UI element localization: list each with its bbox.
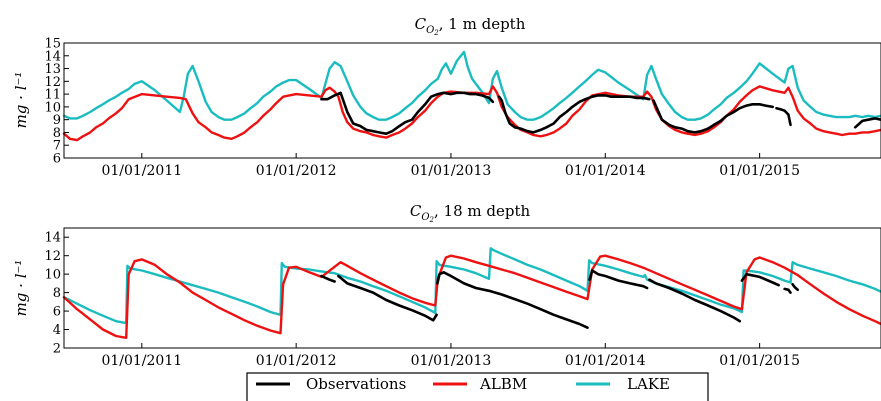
x-tick-label: 01/01/2011	[101, 163, 182, 179]
y-tick-label: 15	[44, 37, 61, 52]
panel-co2-1m: CO2, 1 m depth mg · l⁻¹ 6789101112131415…	[12, 15, 881, 179]
series-line-observations	[436, 270, 589, 330]
plot-frame	[63, 227, 881, 349]
legend-label-albm: ALBM	[479, 375, 527, 393]
series-line-observations	[320, 91, 495, 135]
legend-label-observations: Observations	[306, 375, 406, 393]
y-tick-label: 8	[53, 126, 61, 141]
series-line-observations	[588, 269, 649, 290]
x-tick-label: 01/01/2013	[411, 163, 492, 179]
x-tick-label: 01/01/2014	[565, 163, 646, 179]
x-tick-label: 01/01/2015	[719, 353, 800, 369]
series-line-observations	[740, 272, 781, 287]
y-axis-label: mg · l⁻¹	[12, 72, 30, 129]
series-line-observations	[320, 274, 336, 283]
x-tick-label: 01/01/2012	[256, 163, 337, 179]
series-line-lake	[62, 50, 881, 121]
y-tick-label: 12	[44, 75, 61, 90]
series-line-observations	[647, 278, 742, 323]
y-tick-label: 10	[44, 268, 61, 283]
legend: Observations ALBM LAKE	[246, 372, 709, 401]
x-ticks: 01/01/2011 01/01/2012 01/01/2013 01/01/2014…	[101, 343, 800, 369]
y-tick-label: 10	[44, 100, 61, 115]
series-group	[62, 50, 881, 142]
series-line-albm	[62, 254, 881, 339]
series-line-albm	[62, 85, 881, 142]
y-tick-label: 14	[44, 49, 61, 64]
series-line-observations	[775, 106, 792, 127]
panel-title: CO2, 1 m depth	[415, 15, 526, 37]
series-line-observations	[783, 287, 792, 294]
series-group	[62, 247, 881, 339]
series-line-observations	[497, 94, 651, 134]
y-tick-label: 7	[53, 139, 61, 154]
series-line-lake	[62, 247, 881, 325]
y-tick-label: 6	[53, 305, 61, 320]
y-tick-label: 12	[44, 249, 61, 264]
x-tick-label: 01/01/2011	[101, 353, 182, 369]
legend-frame	[246, 372, 709, 401]
y-tick-label: 8	[53, 286, 61, 301]
x-tick-label: 01/01/2012	[256, 353, 337, 369]
series-line-observations	[337, 274, 438, 322]
y-tick-label: 13	[44, 62, 61, 77]
y-tick-label: 4	[53, 323, 61, 338]
legend-label-lake: LAKE	[627, 375, 670, 393]
x-ticks: 01/01/2011 01/01/2012 01/01/2013 01/01/2014…	[101, 153, 800, 179]
y-ticks: 2 4 6 8 10 12 14	[44, 231, 69, 357]
y-tick-label: 2	[53, 342, 61, 357]
series-line-observations	[791, 282, 800, 292]
y-tick-label: 6	[53, 152, 61, 167]
y-axis-label: mg · l⁻¹	[12, 260, 30, 317]
panel-title: CO2, 18 m depth	[410, 202, 531, 224]
plot-frame	[63, 42, 881, 159]
series-line-observations	[853, 117, 881, 129]
x-tick-label: 01/01/2015	[719, 163, 800, 179]
y-tick-label: 11	[44, 88, 61, 103]
x-tick-label: 01/01/2013	[411, 353, 492, 369]
y-tick-label: 14	[44, 231, 61, 246]
series-line-observations	[652, 99, 775, 134]
y-tick-label: 9	[53, 113, 61, 128]
panel-co2-18m: CO2, 18 m depth mg · l⁻¹ 2 4 6 8 10 12 14 01/0…	[12, 202, 881, 369]
x-tick-label: 01/01/2014	[565, 353, 646, 369]
